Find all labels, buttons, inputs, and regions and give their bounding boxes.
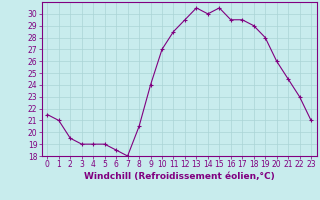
X-axis label: Windchill (Refroidissement éolien,°C): Windchill (Refroidissement éolien,°C) bbox=[84, 172, 275, 181]
